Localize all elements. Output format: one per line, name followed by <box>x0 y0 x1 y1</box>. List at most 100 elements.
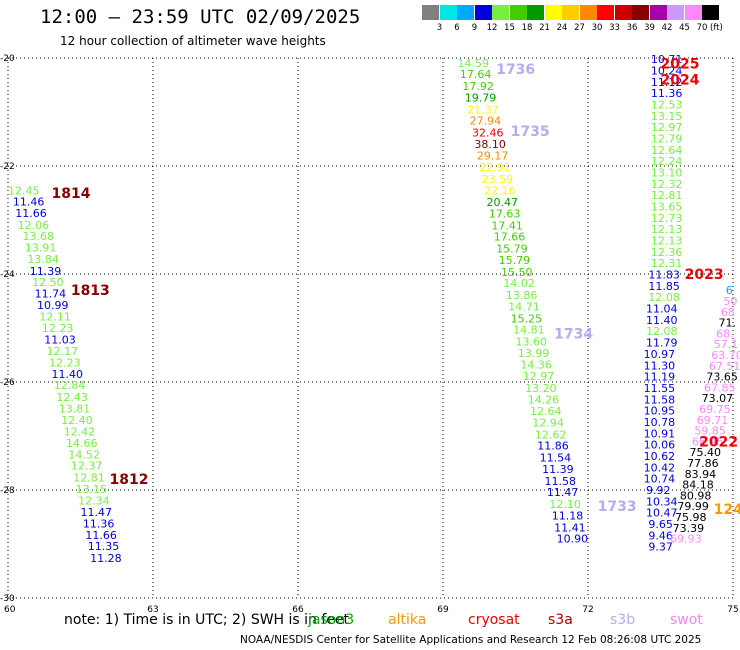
swh-value-label: 11.46 <box>13 196 45 209</box>
pass-number-label: 2024 <box>661 73 700 89</box>
x-tick-label: 60 <box>4 605 16 615</box>
swh-value-label: 15.79 <box>496 243 527 256</box>
swh-value-label: 17.92 <box>462 80 494 93</box>
swh-value-label: 11.55 <box>644 382 676 395</box>
x-tick-label: 69 <box>437 605 449 615</box>
swh-value-label: 12.24 <box>651 155 683 168</box>
swh-value-label: 15.25 <box>511 312 542 325</box>
swh-value-label: 12.43 <box>56 391 87 404</box>
swh-value-label: 13.20 <box>525 382 557 395</box>
swh-value-label: 12.94 <box>532 417 564 430</box>
swh-value-label: 11.18 <box>552 509 584 522</box>
swh-value-label: 11.79 <box>646 337 678 350</box>
grid-lines <box>7 57 734 599</box>
pass-number-label: 124 <box>714 502 740 518</box>
swh-value-label: 11.66 <box>15 207 47 220</box>
swh-value-label: 73.39 <box>673 522 705 535</box>
swh-value-label: 12.32 <box>651 178 683 191</box>
swh-value-label: 27.94 <box>470 115 502 128</box>
pass-number-label: 2025 <box>661 56 700 72</box>
swh-value-label: 17.64 <box>460 68 492 81</box>
colorbar-cell <box>579 5 597 20</box>
swh-value-label: 12.81 <box>651 189 683 202</box>
swh-value-label: 29.17 <box>477 150 509 163</box>
swh-value-label: 11.03 <box>44 333 76 346</box>
colorbar-cell <box>457 5 474 20</box>
swh-value-label: 11.54 <box>540 452 572 465</box>
swh-value-label: 13.10 <box>651 166 683 179</box>
swh-value-label: 10.24 <box>651 64 683 77</box>
swh-value-label: 9.92 <box>646 484 671 497</box>
swh-value-label: 75.98 <box>675 511 707 524</box>
swh-value-label: 15.50 <box>501 266 533 279</box>
swh-value-label: 10.62 <box>644 450 676 463</box>
swh-value-label: 11.39 <box>542 463 574 476</box>
swh-value-label: 12.23 <box>42 322 73 335</box>
swh-value-label: 22.91 <box>479 161 511 174</box>
satellite-s3b: s3b <box>610 612 636 628</box>
colorbar-cell <box>649 5 667 20</box>
colorbar-tick-label: 12 <box>486 23 498 33</box>
pass-number-label: 1736 <box>496 62 535 78</box>
chart-title: 12:00 – 23:59 UTC 02/09/2025 <box>40 6 361 28</box>
colorbar-tick-label: 45 <box>679 23 690 33</box>
colorbar-tick-label: 27 <box>574 23 585 33</box>
swh-value-label: 11.66 <box>85 529 117 542</box>
swh-value-label: 12.84 <box>54 379 86 392</box>
swh-value-label: 13.99 <box>518 347 550 360</box>
pass-number-label: 2023 <box>685 267 724 283</box>
swh-value-label: 12.62 <box>535 428 567 441</box>
swh-value-label: 59.85 <box>694 425 726 438</box>
swh-value-label: 12.08 <box>646 325 678 338</box>
swh-value-label: 11.86 <box>537 440 569 453</box>
swh-value-label: 66.95 <box>692 435 724 448</box>
colorbar-cell <box>597 5 614 20</box>
swh-value-label: 17.63 <box>489 208 520 221</box>
footer-note: note: 1) Time is in UTC; 2) SWH is in fe… <box>64 612 350 628</box>
colorbar-cell <box>492 5 509 20</box>
swh-value-label: 10.74 <box>644 473 676 486</box>
pass-number-label: 1733 <box>598 499 637 515</box>
swh-value-label: 13.84 <box>27 253 59 266</box>
swh-value-label: 11.30 <box>644 359 676 372</box>
y-tick-label: -24 <box>0 270 15 280</box>
colorbar-tick-label: 36 <box>626 23 638 33</box>
x-tick-label: 72 <box>582 605 593 615</box>
colorbar-tick-label: 18 <box>521 23 533 33</box>
swh-value-label: 12.45 <box>8 184 40 197</box>
colorbar-cell <box>667 5 684 20</box>
colorbar-cell <box>439 5 457 20</box>
swh-value-label: 10.78 <box>644 416 676 429</box>
swh-value-label: 11.47 <box>547 486 579 499</box>
swh-value-label: 12.23 <box>49 357 80 370</box>
chart-subtitle: 12 hour collection of altimeter wave hei… <box>60 34 326 48</box>
credit-line: NOAA/NESDIS Center for Satellite Applica… <box>240 634 702 646</box>
swh-value-label: 11.40 <box>646 314 678 327</box>
swh-value-label: 11.39 <box>30 265 62 278</box>
swh-value-label: 11.83 <box>648 269 680 282</box>
colorbar-tick-label: 3 <box>436 23 443 33</box>
pass-number-label: 1812 <box>110 472 149 488</box>
colorbar-cell <box>562 5 579 20</box>
swh-value-label: 80.98 <box>680 489 712 502</box>
colorbar-tick-label: 33 <box>609 23 620 33</box>
swh-value-label: 19.79 <box>465 91 497 104</box>
swh-value-label: 11.40 <box>52 368 84 381</box>
swh-value-label: 14.02 <box>503 277 534 290</box>
swh-value-label: 12.42 <box>64 426 95 439</box>
pass-number-label: 1735 <box>511 124 550 140</box>
colorbar-cell <box>527 5 544 20</box>
swh-value-label: 12.37 <box>71 460 103 473</box>
swh-value-label: 12.08 <box>648 291 680 304</box>
swh-value-label: 12.97 <box>651 121 683 134</box>
swh-value-label: 13.81 <box>59 402 91 415</box>
satellite-s3a: s3a <box>548 612 573 628</box>
pass-number-label: 1734 <box>554 326 593 342</box>
swh-value-label: 12.64 <box>651 144 683 157</box>
swh-value-label: 14.36 <box>520 359 552 372</box>
swh-value-label: 12.13 <box>651 223 683 236</box>
swh-value-label: 50 <box>723 295 737 308</box>
pass-number-label: 2022 <box>699 434 738 450</box>
colorbar-tick-label: 42 <box>661 23 673 33</box>
swh-value-label: 83.94 <box>685 468 717 481</box>
